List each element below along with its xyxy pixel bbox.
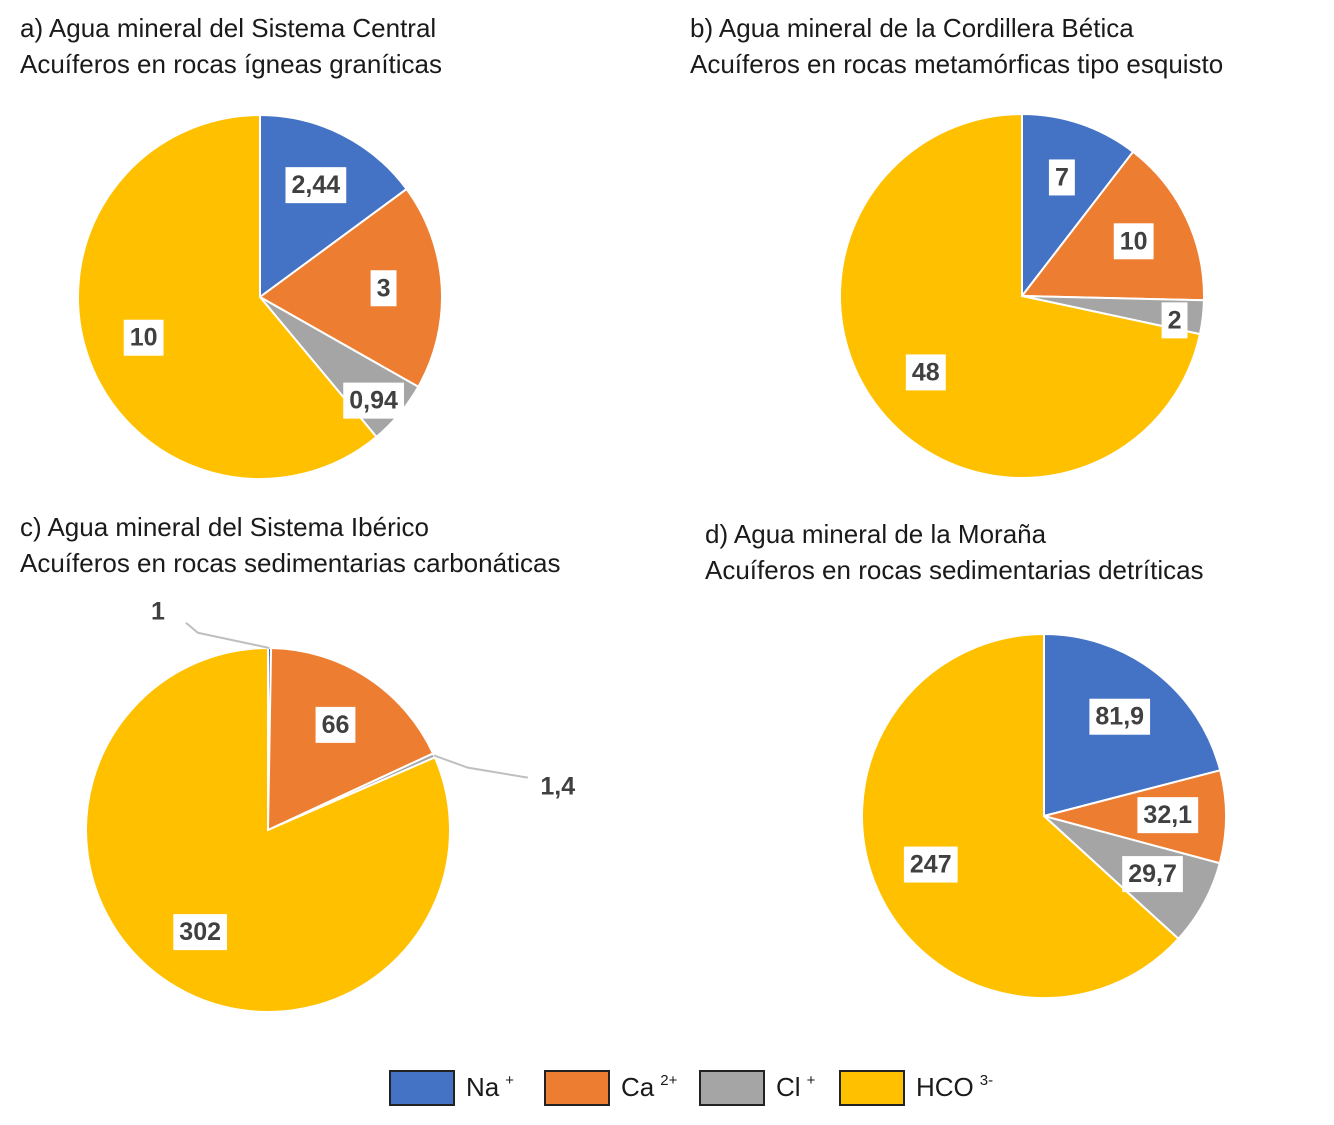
legend-label: Ca 2+: [621, 1072, 678, 1102]
data-label-text: 48: [912, 358, 940, 386]
data-label-box: [285, 167, 347, 204]
data-label: 66: [315, 706, 356, 743]
chart-title: a) Agua mineral del Sistema Central: [20, 13, 436, 43]
data-label-box: [1122, 856, 1183, 893]
chart-title: c) Agua mineral del Sistema Ibérico: [20, 512, 429, 542]
data-label-box: [173, 914, 228, 951]
data-label-text: 2: [1168, 306, 1182, 334]
pie-slice: [259, 113, 408, 299]
chart-subtitle: Acuíferos en rocas metamórficas tipo esq…: [690, 49, 1223, 79]
data-label: 10: [123, 319, 164, 356]
legend-label: Na +: [466, 1072, 514, 1102]
data-label-text: 302: [179, 918, 221, 946]
pie-slice: [1040, 769, 1227, 865]
data-label-box: [1048, 159, 1075, 196]
pie-slice: [1020, 150, 1205, 302]
data-label-box: [903, 846, 958, 883]
data-label-text: 2,44: [291, 171, 340, 199]
legend-swatch: [839, 1070, 905, 1106]
chart-title: d) Agua mineral de la Moraña: [705, 519, 1047, 549]
legend-name: Cl: [776, 1072, 801, 1102]
chart-subtitle: Acuíferos en rocas sedimentarias detríti…: [705, 555, 1204, 585]
pie-slice: [861, 632, 1180, 999]
legend-name: HCO: [916, 1072, 974, 1102]
data-label-box: [315, 706, 356, 743]
chart-subtitle: Acuíferos en rocas ígneas graníticas: [20, 49, 442, 79]
data-label-box: [1113, 223, 1154, 260]
legend-superscript: 2+: [660, 1072, 677, 1089]
data-label: 302: [173, 914, 228, 951]
data-label-text: 10: [130, 324, 158, 352]
legend-swatch: [389, 1070, 455, 1106]
data-label: 81,9: [1089, 698, 1151, 735]
data-label-box: [905, 354, 946, 391]
chart-subtitle: Acuíferos en rocas sedimentarias carboná…: [20, 548, 561, 578]
data-label: 1: [151, 597, 165, 625]
data-label-text: 1,4: [540, 772, 575, 800]
data-label-text: 29,7: [1128, 860, 1177, 888]
data-label-box: [370, 270, 397, 307]
data-label: 0,94: [343, 382, 405, 419]
leader-line: [433, 754, 528, 779]
data-label: 7: [1048, 159, 1075, 196]
data-label-text: 10: [1120, 227, 1148, 255]
data-label: 48: [905, 354, 946, 391]
data-label-text: 1: [151, 597, 165, 625]
data-label: 2: [1161, 302, 1188, 339]
pie-slice: [258, 187, 443, 389]
legend-swatch: [544, 1070, 610, 1106]
data-label: 32,1: [1137, 797, 1199, 834]
data-label-box: [1137, 797, 1199, 834]
legend-swatch: [699, 1070, 765, 1106]
data-label: 29,7: [1122, 856, 1183, 893]
data-label-box: [1161, 302, 1188, 339]
data-label-text: 0,94: [349, 387, 398, 415]
data-label-box: [1089, 698, 1151, 735]
data-label-text: 66: [322, 711, 350, 739]
legend-name: Ca: [621, 1072, 655, 1102]
data-label-text: 247: [910, 851, 952, 879]
data-label-box: [123, 319, 164, 356]
data-label-text: 81,9: [1095, 703, 1144, 731]
legend-label: Cl +: [776, 1072, 816, 1102]
legend-superscript: +: [505, 1072, 514, 1089]
data-label: 247: [903, 846, 958, 883]
legend-superscript: 3-: [980, 1072, 993, 1089]
legend-label: HCO 3-: [916, 1072, 993, 1102]
data-label-box: [343, 382, 405, 419]
data-label: 1,4: [540, 772, 575, 800]
legend-name: Na: [466, 1072, 500, 1102]
data-label: 3: [370, 270, 397, 307]
leader-line: [185, 622, 270, 649]
pie-slice: [77, 113, 378, 480]
data-label: 2,44: [285, 167, 347, 204]
chart-title: b) Agua mineral de la Cordillera Bética: [690, 13, 1134, 43]
legend-superscript: +: [807, 1072, 816, 1089]
data-label-text: 32,1: [1143, 801, 1192, 829]
data-label-text: 7: [1055, 163, 1069, 191]
data-label: 10: [1113, 223, 1154, 260]
data-label-text: 3: [377, 274, 391, 302]
